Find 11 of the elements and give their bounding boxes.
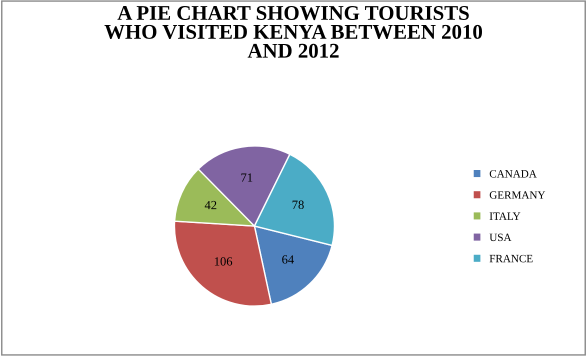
legend-label: FRANCE: [490, 254, 533, 262]
data-label: 71: [241, 173, 252, 182]
data-label: 106: [214, 257, 232, 266]
data-label: 78: [292, 200, 304, 209]
chart-title: A PIE CHART SHOWING TOURISTS WHO VISITED KENYA BETWEEN 2010 AND 2012: [104, 6, 482, 58]
legend-label: CANADA: [490, 170, 537, 178]
legend-label: ITALY: [490, 212, 520, 220]
data-label: 42: [204, 200, 216, 210]
legend-label: GERMANY: [490, 191, 546, 199]
legend-label: USA: [490, 234, 512, 242]
data-label: 64: [282, 255, 294, 264]
